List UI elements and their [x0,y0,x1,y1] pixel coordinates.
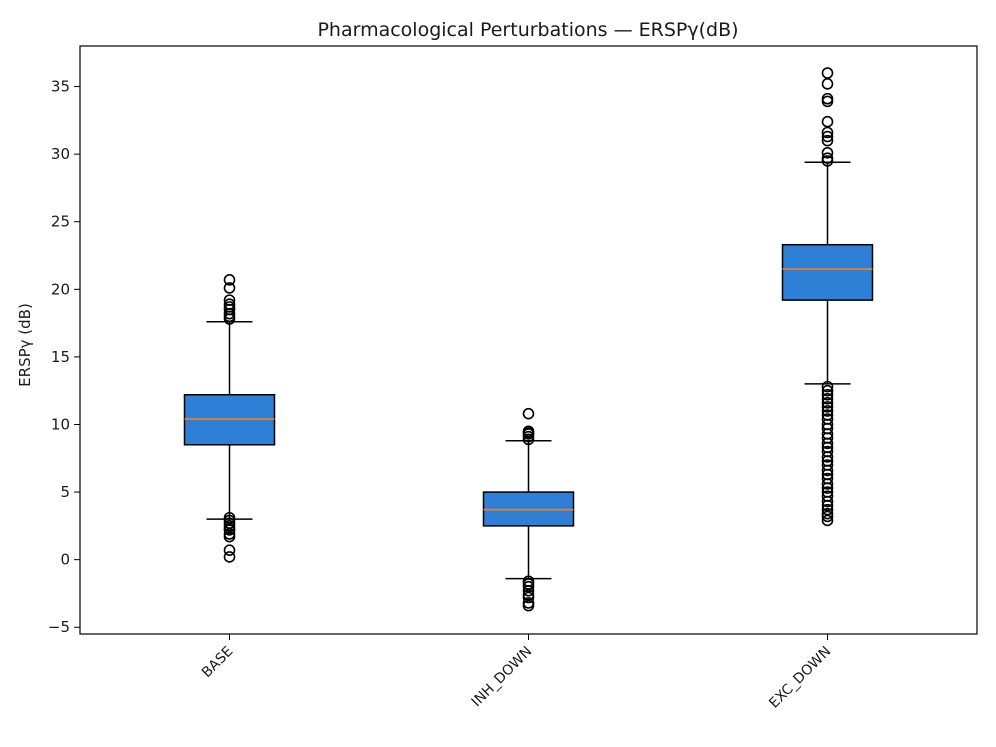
outlier-point [223,530,236,543]
outlier-point [223,544,236,556]
outlier-point [223,313,236,325]
y-tick-label: 35 [51,78,70,96]
outlier-point [821,405,834,417]
outlier-point [821,503,834,516]
outlier-point [821,397,834,409]
plot-area: −5 0 5 10 15 20 25 30 35 BASE INH_DOWN EXC_DOWN [48,45,978,712]
outlier-point [821,134,834,147]
outlier-point [821,146,834,159]
outlier-point [522,599,535,612]
y-tick-label: 30 [51,145,70,163]
outlier-point [821,510,834,523]
outlier-point [223,524,236,536]
box-exc-down [781,243,874,301]
y-tick-label: 5 [60,483,70,501]
outlier-point [821,384,834,397]
chart-title: Pharmacological Perturbations — ERSPγ(dB… [317,19,738,41]
outlier-point [821,67,834,79]
outlier-point [821,155,834,167]
outlier-point [821,388,834,401]
outlier-point [522,580,535,593]
outlier-point [821,126,834,139]
y-tick-label: 15 [51,348,70,366]
outlier-point [522,591,535,604]
outlier-point [223,551,236,563]
y-tick-label: 10 [51,415,70,433]
outlier-point [821,380,834,393]
outlier-point [522,407,535,420]
outlier-point [821,464,834,477]
outlier-point [821,130,834,143]
outlier-point [821,392,834,405]
outlier-point [821,514,834,527]
outlier-point [522,584,535,597]
outlier-point [522,433,535,446]
outlier-point [821,451,834,463]
outlier-point [821,478,834,490]
outlier-point [223,274,236,286]
x-tick-label: EXC_DOWN [766,644,834,712]
outlier-point [821,495,834,508]
x-tick-label: INH_DOWN [469,644,536,711]
outlier-point [821,115,834,128]
outlier-point [821,401,834,413]
y-tick-label: 20 [51,280,70,298]
y-tick-label: 25 [51,213,70,231]
x-tick-label: BASE [199,644,236,681]
outlier-point [821,437,834,450]
outlier-point [821,482,834,494]
outlier-point [223,282,236,294]
y-tick-label: 0 [60,551,70,569]
outlier-point [821,78,834,90]
y-tick-label: −5 [48,618,70,636]
y-axis-label: ERSPγ (dB) [16,303,34,387]
outlier-point [821,95,834,108]
outlier-point [821,499,834,512]
